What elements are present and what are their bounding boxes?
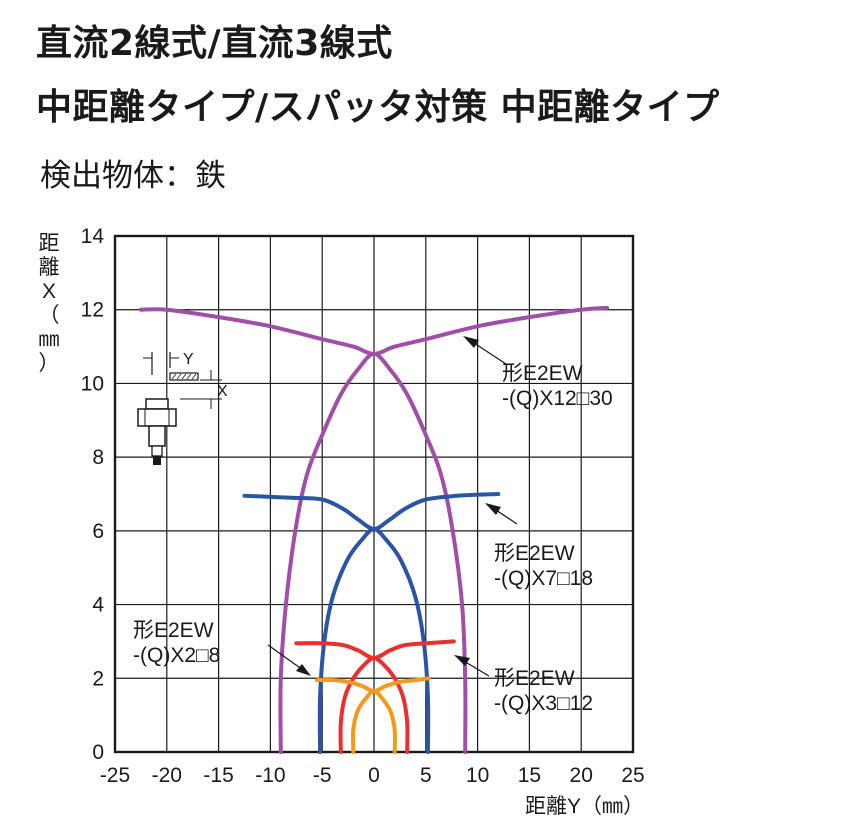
x-tick-label: -5 xyxy=(313,764,332,787)
x-axis-label: 距離Y（㎜） xyxy=(525,795,644,818)
x-tick-label: 5 xyxy=(420,764,432,787)
arrow-head-x7 xyxy=(485,503,501,515)
x-tick-label: 20 xyxy=(570,764,593,787)
series-label-x7-line2: -(Q)X7□18 xyxy=(494,567,593,590)
y-tick-label: 14 xyxy=(81,225,105,248)
series-setting-line xyxy=(296,641,454,658)
series-label-x3-line1: 形E2EW xyxy=(494,667,575,690)
x-tick-label: -15 xyxy=(203,764,233,787)
inset-y-label: Y xyxy=(183,351,194,368)
x-tick-label: 10 xyxy=(466,764,489,787)
arrow-head-x3 xyxy=(454,655,470,666)
y-tick-label: 0 xyxy=(92,741,104,764)
y-tick-label: 2 xyxy=(92,667,104,690)
sensor-diagram-icon: Y X xyxy=(138,351,228,465)
x-tick-label: 25 xyxy=(621,764,644,787)
x-tick-label: -10 xyxy=(255,764,285,787)
arrow-head-x12 xyxy=(463,336,479,348)
series-label-x3-line2: -(Q)X3□12 xyxy=(494,692,593,715)
series-label-x12-line1: 形E2EW xyxy=(502,362,583,385)
callout-arrows xyxy=(268,336,517,676)
y-axis-label: 距離 X （㎜） xyxy=(39,232,60,375)
arrow-head-x2 xyxy=(296,664,311,676)
x-tick-label: 15 xyxy=(518,764,541,787)
series-label-x7-line1: 形E2EW xyxy=(494,542,575,565)
chart: -25 -20 -15 -10 -5 0 5 10 15 20 25 0 2 4 6 8 10 12 14 距離 X （… xyxy=(0,0,844,838)
series-label-x2-line1: 形E2EW xyxy=(133,619,214,642)
y-tick-label: 8 xyxy=(92,446,104,469)
y-tick-label: 12 xyxy=(81,299,104,322)
y-tick-label: 4 xyxy=(92,594,104,617)
x-tick-label: -20 xyxy=(152,764,182,787)
series-label-x12-line2: -(Q)X12□30 xyxy=(502,387,613,410)
inset-x-label: X xyxy=(217,383,228,400)
series-3 xyxy=(317,678,429,752)
y-tick-label: 6 xyxy=(92,520,104,543)
series-setting-line xyxy=(317,678,429,691)
x-tick-label: 0 xyxy=(368,764,380,787)
series-label-x2-line2: -(Q)X2□8 xyxy=(133,644,220,667)
series-setting-line xyxy=(245,494,499,529)
x-tick-label: -25 xyxy=(100,764,130,787)
y-tick-label: 10 xyxy=(81,372,104,395)
